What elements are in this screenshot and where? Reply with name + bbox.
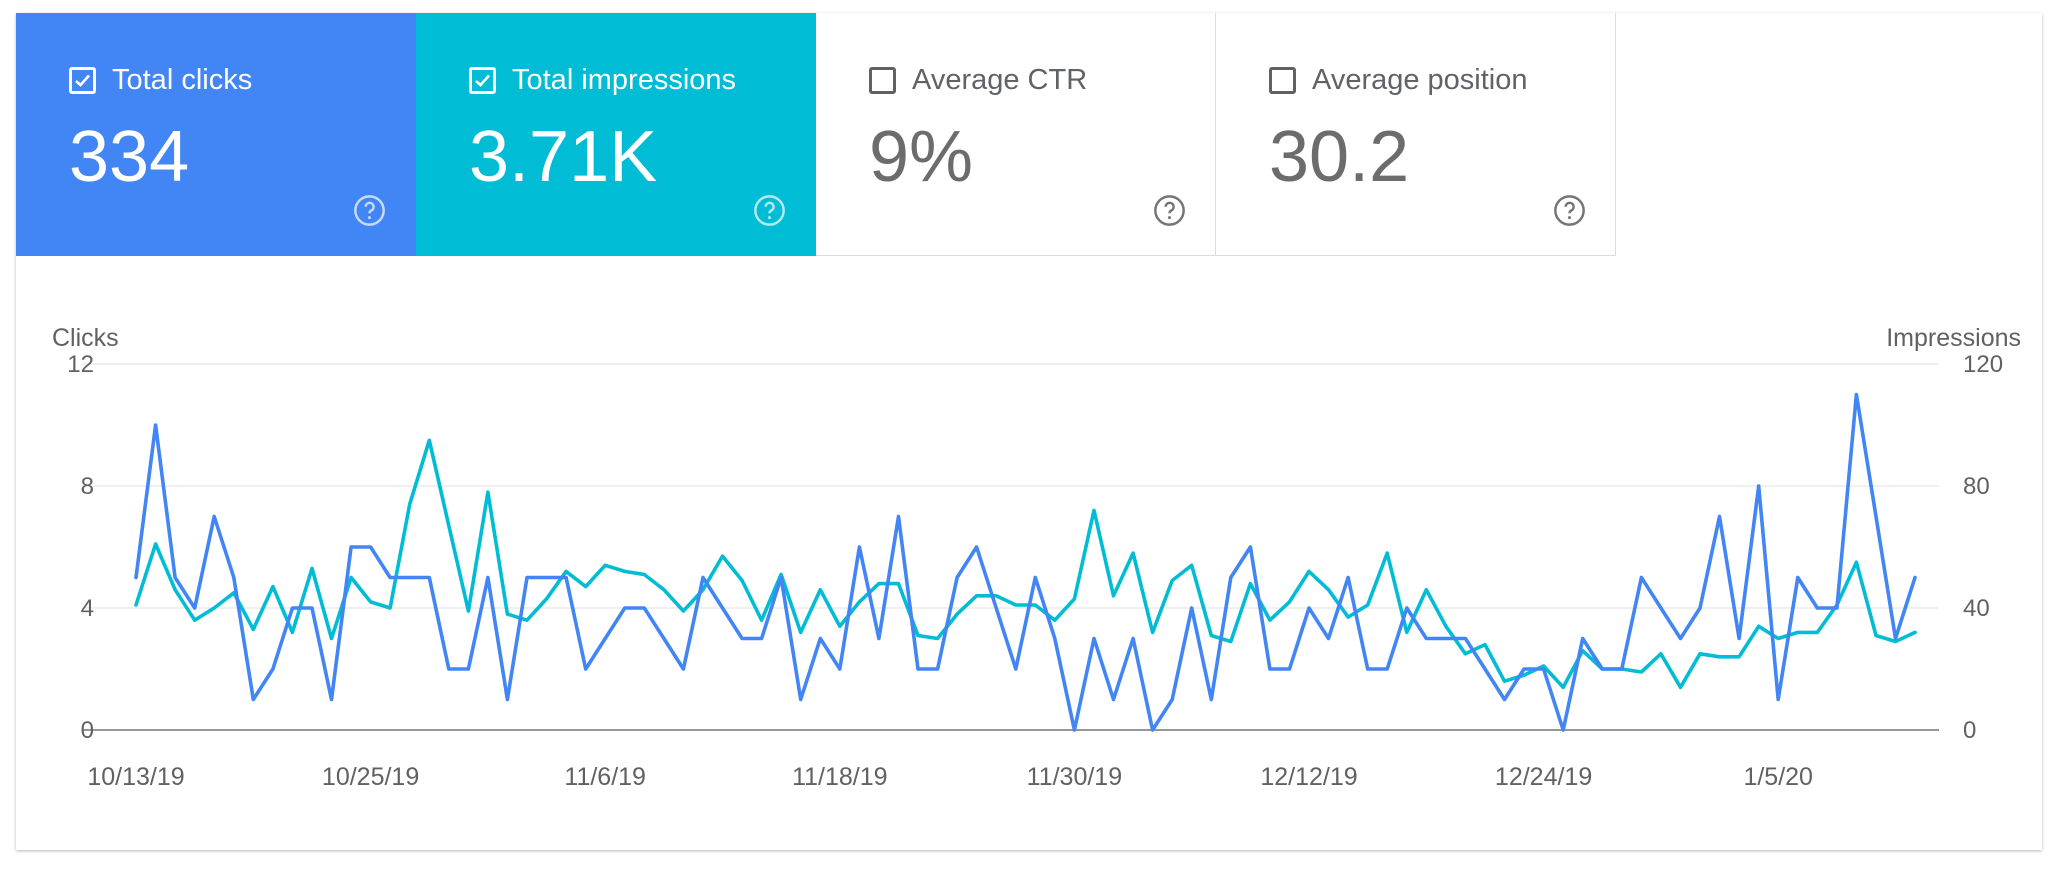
card-value: 9% xyxy=(869,117,974,197)
card-total-impressions[interactable]: Total impressions 3.71K xyxy=(416,13,816,256)
metric-cards: Total clicks 334 Total impressions 3.71K… xyxy=(16,13,1616,256)
card-label: Total impressions xyxy=(512,64,737,96)
checkbox-empty-icon[interactable] xyxy=(1269,67,1296,94)
left-tick-label: 12 xyxy=(67,351,94,378)
card-label-row: Average position xyxy=(1269,64,1528,97)
x-tick-label: 10/13/19 xyxy=(87,763,184,791)
left-tick-label: 8 xyxy=(81,473,94,500)
x-tick-label: 12/12/19 xyxy=(1260,763,1357,791)
card-value: 334 xyxy=(69,117,190,197)
x-tick-label: 12/24/19 xyxy=(1495,763,1592,791)
card-average-ctr[interactable]: Average CTR 9% xyxy=(816,13,1216,256)
checkbox-checked-icon[interactable] xyxy=(69,67,96,94)
card-label: Total clicks xyxy=(112,64,253,96)
checkbox-empty-icon[interactable] xyxy=(869,67,896,94)
help-circle-icon[interactable] xyxy=(753,194,786,227)
x-tick-label: 11/6/19 xyxy=(564,763,646,791)
card-value: 3.71K xyxy=(469,117,658,197)
x-tick-label: 11/30/19 xyxy=(1027,763,1122,791)
x-tick-label: 1/5/20 xyxy=(1743,763,1813,791)
card-label: Average CTR xyxy=(912,64,1088,96)
card-label-row: Total clicks xyxy=(69,64,252,97)
series-line-impressions[interactable] xyxy=(134,438,1917,690)
help-circle-icon[interactable] xyxy=(1153,194,1186,227)
right-tick-label: 80 xyxy=(1963,473,1990,500)
left-tick-label: 0 xyxy=(81,717,94,744)
card-value: 30.2 xyxy=(1269,117,1410,197)
left-axis-title: Clicks xyxy=(52,324,119,352)
series-line-clicks[interactable] xyxy=(134,392,1917,732)
performance-chart[interactable]: Clicks Impressions 048120408012010/13/19… xyxy=(16,13,2042,850)
checkbox-checked-icon[interactable] xyxy=(469,67,496,94)
card-total-clicks[interactable]: Total clicks 334 xyxy=(16,13,416,256)
left-tick-label: 4 xyxy=(81,595,94,622)
card-average-position[interactable]: Average position 30.2 xyxy=(1216,13,1616,256)
card-label-row: Total impressions xyxy=(469,64,736,97)
card-label-row: Average CTR xyxy=(869,64,1087,97)
x-tick-label: 11/18/19 xyxy=(792,763,887,791)
card-label: Average position xyxy=(1312,64,1528,96)
performance-panel: Total clicks 334 Total impressions 3.71K… xyxy=(16,13,2042,850)
help-circle-icon[interactable] xyxy=(1553,194,1586,227)
x-tick-label: 10/25/19 xyxy=(322,763,419,791)
right-axis-title: Impressions xyxy=(1886,324,2021,352)
right-tick-label: 0 xyxy=(1963,717,1976,744)
help-circle-icon[interactable] xyxy=(353,194,386,227)
right-tick-label: 40 xyxy=(1963,595,1990,622)
right-tick-label: 120 xyxy=(1963,351,2003,378)
